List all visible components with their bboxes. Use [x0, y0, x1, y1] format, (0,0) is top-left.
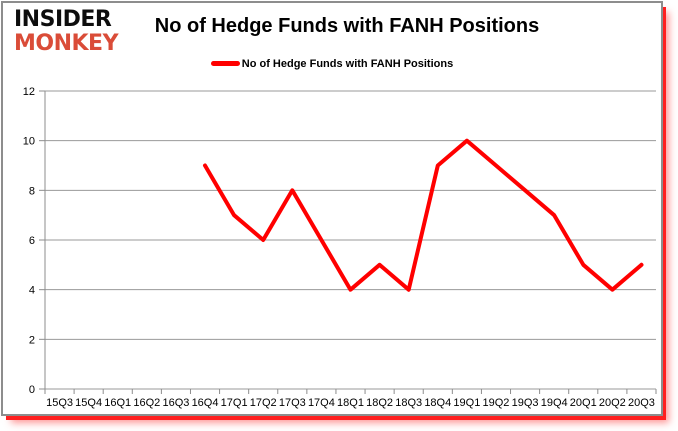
- data-series-line: [203, 138, 644, 292]
- x-axis-label: 16Q2: [133, 397, 160, 409]
- x-axis-label: 19Q2: [483, 397, 510, 409]
- x-axis-label: 17Q1: [221, 397, 248, 409]
- x-axis-label: 17Q4: [308, 397, 335, 409]
- x-axis-label: 20Q2: [599, 397, 626, 409]
- y-axis-label: 12: [23, 86, 35, 98]
- logo-monkey-text: MONKEY: [14, 31, 119, 56]
- insider-monkey-logo: INSIDER MONKEY: [14, 7, 119, 56]
- y-axis-label: 2: [29, 334, 35, 346]
- y-axis-label: 6: [29, 235, 35, 247]
- x-axis-label: 20Q1: [570, 397, 597, 409]
- x-axis-label: 18Q1: [337, 397, 364, 409]
- x-axis-label: 15Q3: [46, 397, 73, 409]
- logo-insider-text: INSIDER: [14, 7, 112, 32]
- y-axis-label: 0: [29, 384, 35, 396]
- x-axis-label: 16Q1: [104, 397, 131, 409]
- x-axis-label: 18Q3: [395, 397, 422, 409]
- y-axis-label: 10: [23, 136, 35, 148]
- x-axis-label: 18Q4: [424, 397, 451, 409]
- x-axis-label: 19Q3: [512, 397, 539, 409]
- chart-card: INSIDER MONKEY No of Hedge Funds with FA…: [1, 1, 663, 416]
- y-axis-label: 8: [29, 185, 35, 197]
- chart-title: No of Hedge Funds with FANH Positions: [154, 15, 540, 37]
- x-axis-label: 16Q3: [162, 397, 189, 409]
- x-axis-label: 20Q3: [628, 397, 655, 409]
- x-axis-label: 16Q4: [192, 397, 219, 409]
- x-axis-label: 19Q4: [541, 397, 568, 409]
- legend-label: No of Hedge Funds with FANH Positions: [241, 58, 454, 70]
- chart-legend: No of Hedge Funds with FANH Positions: [3, 58, 661, 70]
- y-axis-label: 4: [29, 285, 35, 297]
- x-axis-label: 18Q2: [366, 397, 393, 409]
- legend-line-swatch: [210, 60, 240, 66]
- x-axis-label: 17Q2: [250, 397, 277, 409]
- x-axis-label: 15Q4: [75, 397, 102, 409]
- x-axis-label: 17Q3: [279, 397, 306, 409]
- x-axis-label: 19Q1: [453, 397, 480, 409]
